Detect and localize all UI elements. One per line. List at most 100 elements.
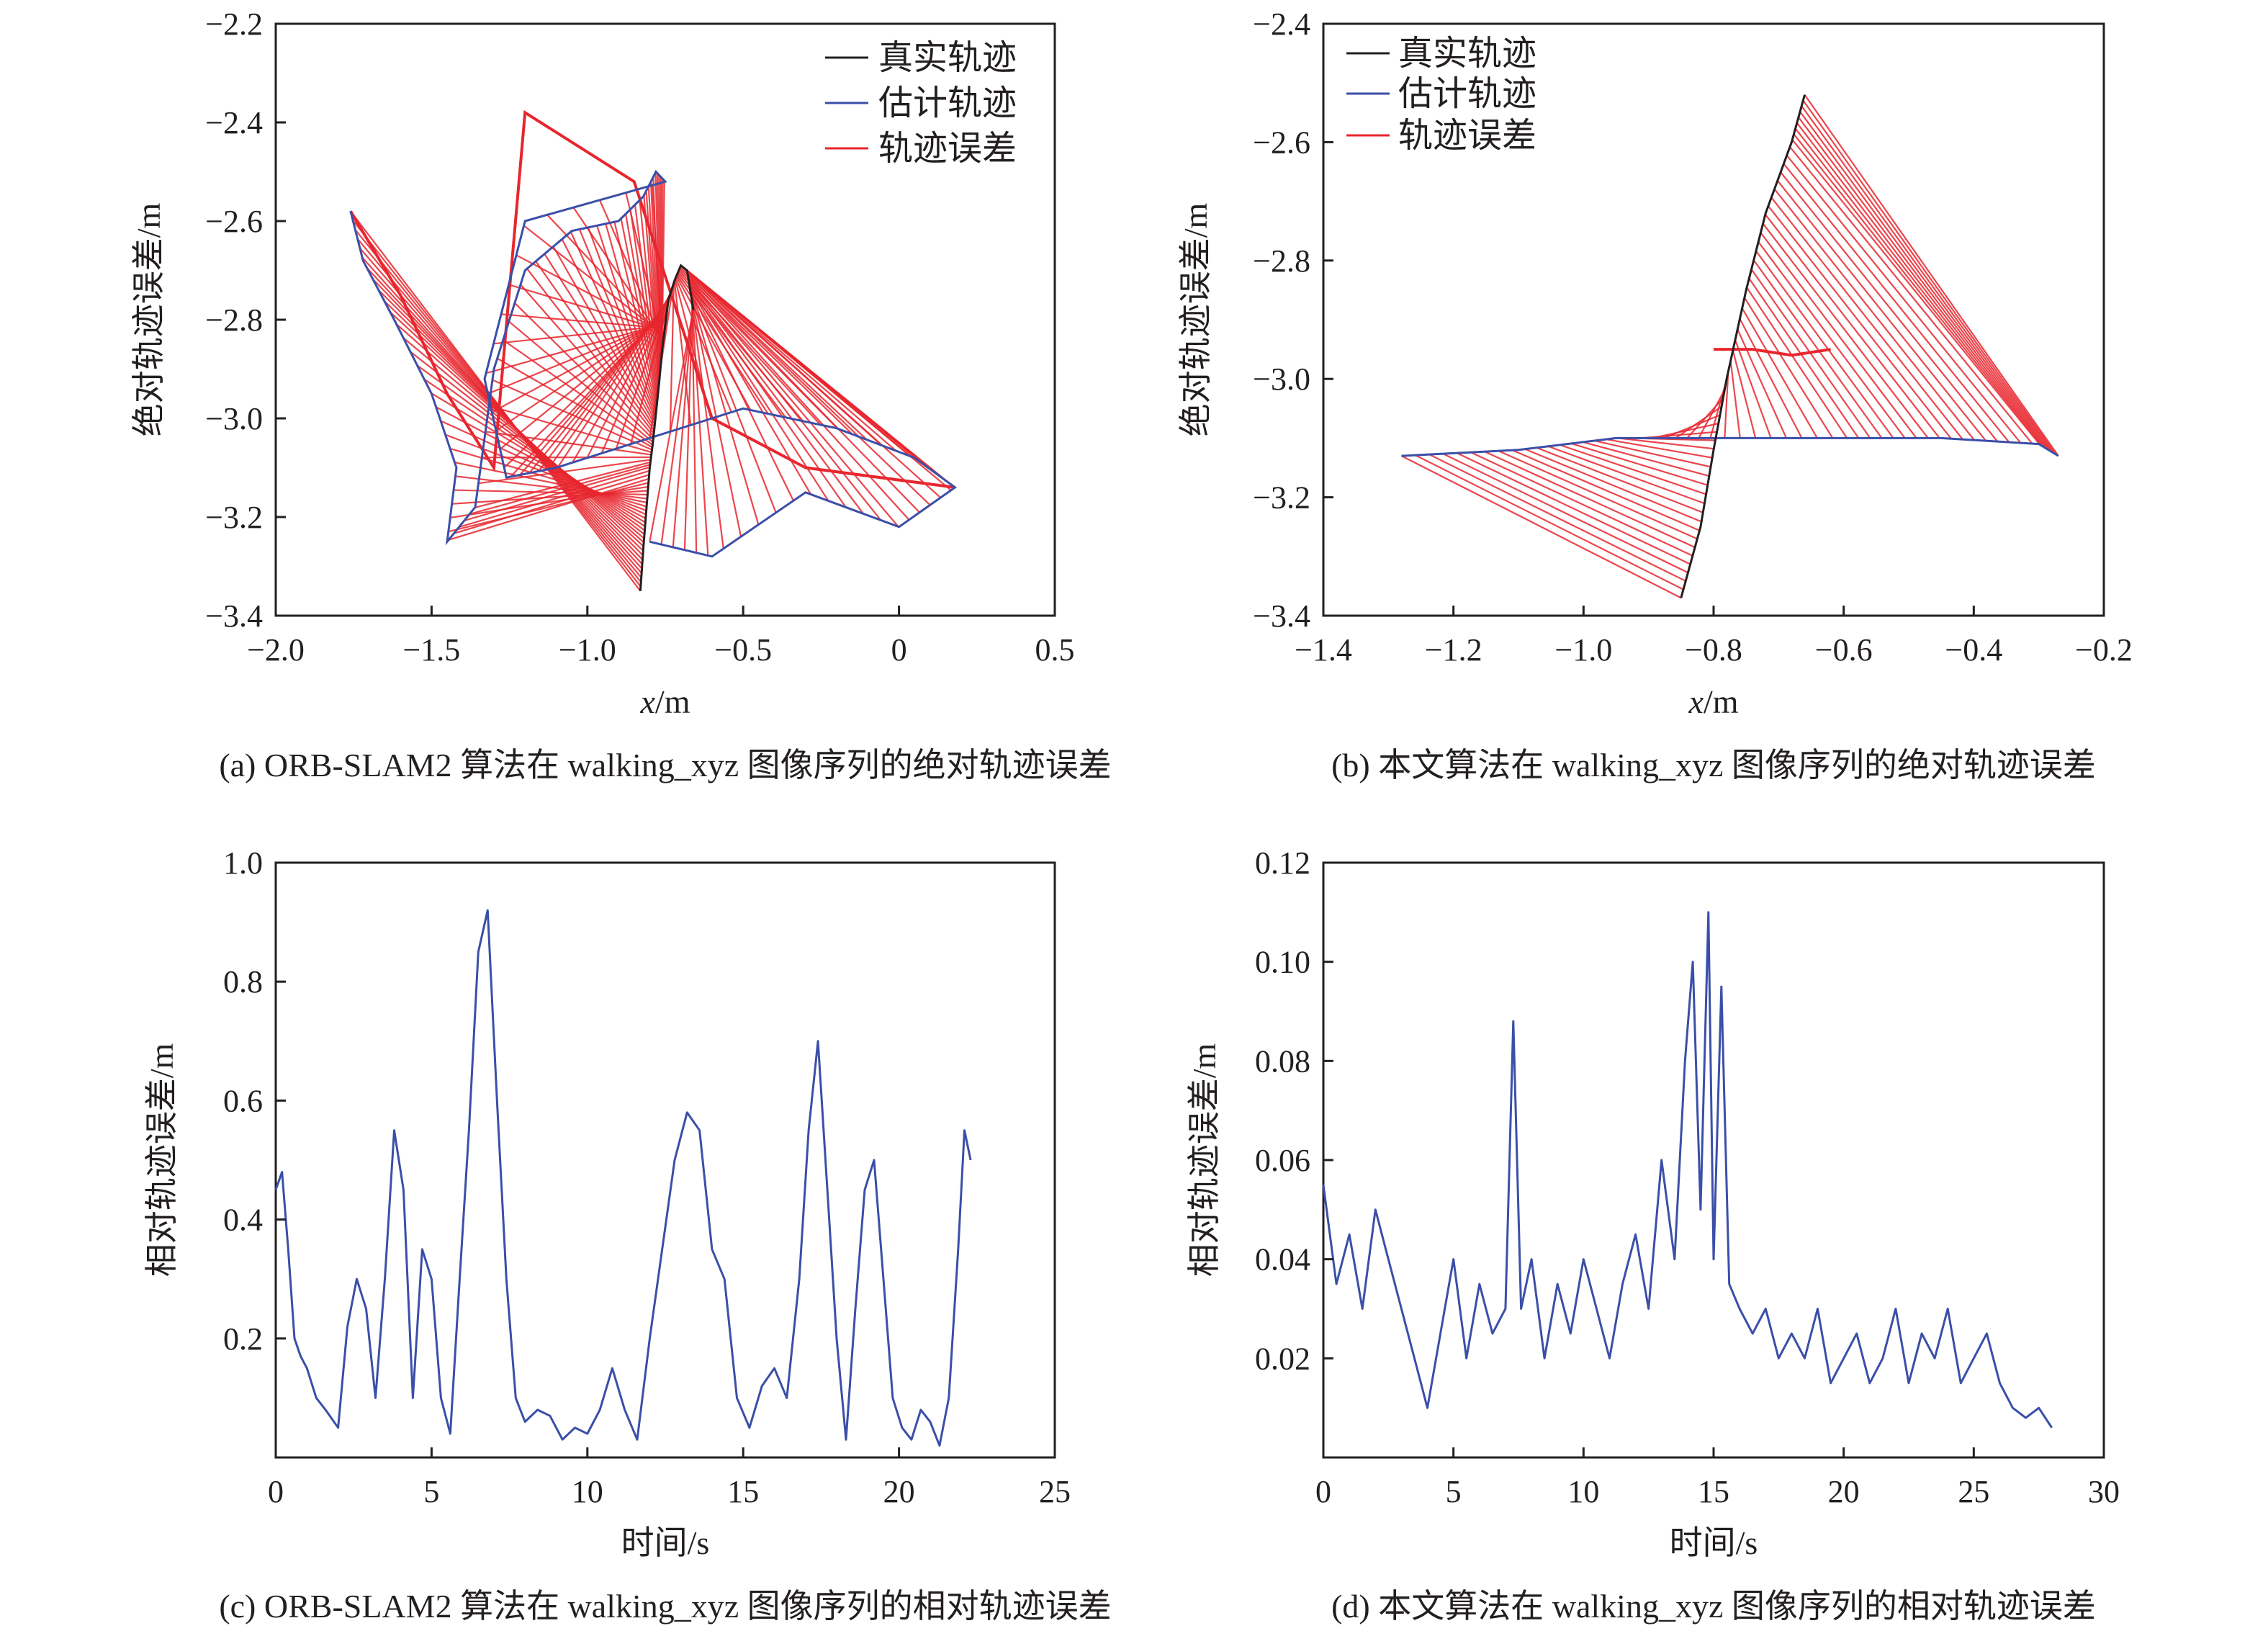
panel-a-error-lines — [349, 172, 952, 592]
panel-a-error-segment — [649, 310, 695, 542]
panel-a-error-segment — [500, 313, 665, 329]
panel-b-error-segment — [1512, 449, 1700, 531]
panel-a-error-segment — [690, 292, 777, 513]
panel-b-error-segment — [1762, 223, 1929, 439]
panel-d-xtick-label: 25 — [1958, 1474, 1989, 1509]
panel-c-ticks: 0 5 10 15 20 25 1.0 0.8 0.6 0.4 0.2 — [223, 845, 1071, 1509]
panel-a-error-segment — [493, 325, 665, 345]
panel-a-error-segment — [675, 277, 732, 413]
panel-a-error-segment — [523, 225, 665, 336]
panel-a-ytick-label: −3.2 — [205, 500, 263, 535]
panel-b-error-segment — [1524, 448, 1702, 523]
panel-c-caption: (c) ORB-SLAM2 算法在 walking_xyz 图像序列的相对轨迹误… — [219, 1588, 1111, 1625]
panel-a-error-segment — [687, 273, 920, 513]
panel-a-error-segment — [436, 406, 647, 520]
panel-a-error-segment — [464, 466, 650, 521]
panel-b-xtick-label: −1.0 — [1554, 632, 1612, 668]
panel-a-xtick-label: −2.0 — [247, 632, 305, 668]
panel-c-plot — [274, 909, 972, 1447]
panel-a-error-segment — [634, 205, 660, 392]
panel-a-error-segment — [620, 218, 658, 401]
panel-a-xtick-label: −1.5 — [402, 632, 460, 668]
panel-b-legend: 真实轨迹 估计轨迹 轨迹误差 — [1346, 35, 1536, 155]
panel-a: −2.0 −1.5 −1.0 −0.5 0 0.5 −2.2 −2.4 −2.6 −2.8 −3.0… — [130, 6, 1112, 783]
panel-b: −1.4 −1.2 −1.0 −0.8 −0.6 −0.4 −0.2 −2.4 −2.6 −2.8… — [1177, 6, 2133, 783]
panel-b-error-segment — [1484, 451, 1696, 549]
panel-d-xtick-label: 10 — [1567, 1474, 1599, 1509]
panel-b-ytick-label: −2.4 — [1253, 6, 1310, 42]
panel-b-ytick-label: −3.0 — [1253, 361, 1310, 397]
panel-b-error-segment — [1768, 205, 1952, 439]
panel-d-error-curve — [1322, 911, 2053, 1429]
panel-a-error-segment — [453, 474, 649, 534]
panel-a-ytick-label: −3.0 — [205, 401, 263, 436]
panel-a-error-segment — [629, 286, 674, 445]
panel-a-ytick-label: −2.8 — [205, 302, 263, 338]
panel-b-error-segment — [1734, 339, 1772, 439]
panel-a-error-segment — [450, 485, 649, 519]
panel-a-ytick-label: −2.6 — [205, 204, 263, 239]
panel-a-ytick-label: −3.4 — [205, 598, 263, 634]
panel-b-error-segment — [1617, 437, 1714, 450]
panel-c-xtick-label: 0 — [268, 1474, 284, 1509]
panel-b-error-segment — [1786, 155, 2022, 444]
panel-a-ytick-label: −2.2 — [205, 6, 263, 42]
panel-b-ytick-label: −2.6 — [1253, 125, 1310, 160]
panel-b-estimated-trajectory — [1401, 436, 2059, 457]
panel-d-ytick-label: 0.02 — [1255, 1341, 1310, 1376]
panel-a-error-segment — [570, 231, 657, 419]
panel-b-ytick-label: −2.8 — [1253, 243, 1310, 279]
panel-a-error-segment — [688, 279, 882, 521]
panel-a-error-segment — [487, 320, 667, 395]
panel-d-plot — [1322, 911, 2053, 1429]
panel-c-ytick-label: 1.0 — [223, 845, 263, 881]
panel-d-xtick-label: 20 — [1828, 1474, 1860, 1509]
panel-a-error-segment — [544, 253, 655, 428]
panel-d-ticks: 0 5 10 15 20 25 30 0.12 0.10 0.08 0.06 0.04 0.02 — [1255, 845, 2120, 1509]
panel-d-xlabel: 时间/s — [1670, 1524, 1758, 1561]
panel-c-xtick-label: 20 — [883, 1474, 915, 1509]
panel-b-error-segment — [1732, 350, 1757, 439]
panel-b-error-segment — [1675, 405, 1722, 439]
panel-a-error-segment — [572, 294, 671, 463]
panel-a-legend: 真实轨迹 估计轨迹 轨迹误差 — [825, 39, 1017, 168]
panel-a-error-segment — [416, 364, 646, 531]
panel-a-error-segment — [688, 277, 899, 528]
panel-b-xlabel-unit: /m — [1704, 683, 1739, 720]
panel-a-error-segment — [503, 339, 654, 446]
panel-b-error-segment — [1780, 171, 1999, 442]
panel-a-error-segment — [689, 289, 794, 501]
panel-a-error-segment — [578, 229, 657, 416]
panel-c-xtick-label: 5 — [423, 1474, 439, 1509]
panel-b-error-segment — [1470, 451, 1693, 557]
panel-b-error-segment — [1737, 328, 1788, 439]
panel-b-error-segment — [1571, 442, 1709, 486]
panel-d-ytick-label: 0.10 — [1255, 945, 1310, 980]
panel-a-error-segment — [469, 464, 651, 516]
panel-a-error-segment — [423, 378, 646, 528]
panel-d-ytick-label: 0.12 — [1255, 845, 1310, 881]
panel-b-error-segment — [1770, 197, 1963, 440]
panel-a-error-segment — [586, 292, 672, 459]
panel-b-error-segment — [1498, 450, 1698, 540]
panel-d-ytick-label: 0.08 — [1255, 1043, 1310, 1079]
panel-d-xtick-label: 5 — [1446, 1474, 1462, 1509]
panel-b-error-segment — [1802, 99, 2057, 455]
panel-b-xlabel: x/m — [1688, 683, 1739, 720]
panel-d-ytick-label: 0.06 — [1255, 1143, 1310, 1178]
panel-a-error-segment — [691, 302, 698, 553]
panel-a-ticks: −2.0 −1.5 −1.0 −0.5 0 0.5 −2.2 −2.4 −2.6 −2.8 −3.0… — [205, 6, 1074, 668]
panel-b-error-segment — [1764, 214, 1940, 439]
panel-a-error-segment — [448, 477, 649, 541]
panel-b-error-segment — [1606, 438, 1713, 459]
panel-b-xlabel-var: x — [1688, 683, 1704, 720]
panel-a-error-segment — [624, 213, 659, 398]
panel-a-caption: (a) ORB-SLAM2 算法在 walking_xyz 图像序列的绝对轨迹误… — [219, 747, 1111, 783]
panel-b-error-segment — [1415, 454, 1684, 590]
panel-a-error-segment — [485, 322, 666, 374]
panel-b-error-segment — [1743, 297, 1834, 439]
panel-d: 0 5 10 15 20 25 30 0.12 0.10 0.08 0.06 0.04 0.02 时间/… — [1186, 845, 2120, 1625]
legend-a-err-label: 轨迹误差 — [878, 130, 1017, 168]
panel-b-error-segment — [1804, 94, 2059, 457]
